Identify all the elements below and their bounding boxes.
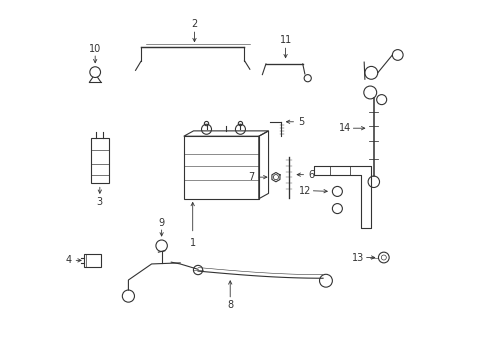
Bar bbox=[84, 253, 101, 267]
Text: 12: 12 bbox=[299, 186, 311, 196]
Text: 13: 13 bbox=[351, 252, 364, 262]
Text: 6: 6 bbox=[307, 170, 314, 180]
Text: 3: 3 bbox=[97, 197, 102, 207]
Text: 11: 11 bbox=[279, 35, 291, 45]
Text: 8: 8 bbox=[227, 300, 233, 310]
Text: 5: 5 bbox=[297, 117, 304, 127]
Text: 2: 2 bbox=[191, 19, 197, 29]
Text: 9: 9 bbox=[158, 217, 164, 228]
Text: 7: 7 bbox=[248, 172, 254, 182]
Text: 1: 1 bbox=[189, 238, 195, 248]
Text: 4: 4 bbox=[65, 255, 71, 265]
Text: 10: 10 bbox=[89, 44, 101, 54]
Bar bbox=[91, 138, 108, 183]
Text: 14: 14 bbox=[338, 123, 351, 133]
